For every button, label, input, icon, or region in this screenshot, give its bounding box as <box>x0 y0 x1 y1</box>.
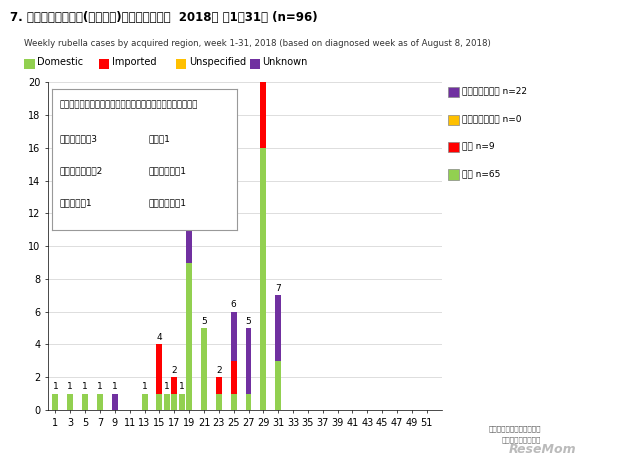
Bar <box>172 377 177 393</box>
Text: Imported: Imported <box>112 57 157 67</box>
Bar <box>216 377 222 393</box>
Bar <box>97 393 103 410</box>
Text: 1: 1 <box>52 382 58 391</box>
Text: 1: 1 <box>141 382 147 391</box>
Text: 1: 1 <box>83 382 88 391</box>
Text: 1: 1 <box>67 382 73 391</box>
Bar <box>52 393 58 410</box>
Bar <box>260 0 266 148</box>
Text: 週: 週 <box>450 456 456 458</box>
Text: 感染症発生動向調査: 感染症発生動向調査 <box>501 436 541 442</box>
Bar <box>230 311 237 361</box>
Bar <box>141 393 147 410</box>
Text: 2: 2 <box>172 365 177 375</box>
Text: 7: 7 <box>275 284 281 293</box>
Text: 国外 n=9: 国外 n=9 <box>462 142 495 151</box>
Text: 11: 11 <box>183 218 195 227</box>
Bar <box>186 262 192 410</box>
Bar <box>172 393 177 410</box>
Bar <box>156 344 163 393</box>
Text: Domestic: Domestic <box>37 57 83 67</box>
Text: Unknown: Unknown <box>262 57 308 67</box>
Bar <box>179 393 185 410</box>
Bar <box>156 393 163 410</box>
Text: 7. 週別推定感染地域(国内・外)別風しん報告数  2018年 第1～31週 (n=96): 7. 週別推定感染地域(国内・外)別風しん報告数 2018年 第1～31週 (n… <box>10 11 317 24</box>
Text: 4: 4 <box>157 333 162 342</box>
Bar <box>112 393 118 410</box>
Text: 1: 1 <box>164 382 170 391</box>
Text: 1: 1 <box>112 382 118 391</box>
Text: 5: 5 <box>201 316 207 326</box>
Text: 2: 2 <box>216 365 221 375</box>
Text: Weekly rubella cases by acquired region, week 1-31, 2018 (based on diagnosed wee: Weekly rubella cases by acquired region,… <box>24 39 491 48</box>
Bar <box>230 361 237 393</box>
Text: 6: 6 <box>231 300 237 309</box>
Text: 1: 1 <box>97 382 103 391</box>
Text: Unspecified: Unspecified <box>189 57 246 67</box>
Bar <box>186 230 192 262</box>
Bar <box>230 393 237 410</box>
Text: ReseMom: ReseMom <box>508 443 576 456</box>
Bar <box>260 148 266 410</box>
Bar <box>67 393 73 410</box>
Text: 国内 n=65: 国内 n=65 <box>462 169 500 178</box>
Bar <box>246 393 252 410</box>
Bar <box>164 393 170 410</box>
Text: 1: 1 <box>179 382 184 391</box>
Bar <box>82 393 88 410</box>
Bar <box>275 295 281 361</box>
Text: 5: 5 <box>246 316 252 326</box>
Bar <box>201 328 207 410</box>
Bar <box>275 361 281 410</box>
Text: 診断週にもとづいた報告。: 診断週にもとづいた報告。 <box>488 425 541 431</box>
Bar <box>216 393 222 410</box>
Bar <box>246 328 252 393</box>
Text: 国内・国外不明 n=22: 国内・国外不明 n=22 <box>462 87 527 96</box>
Text: 国内または国外 n=0: 国内または国外 n=0 <box>462 114 522 123</box>
